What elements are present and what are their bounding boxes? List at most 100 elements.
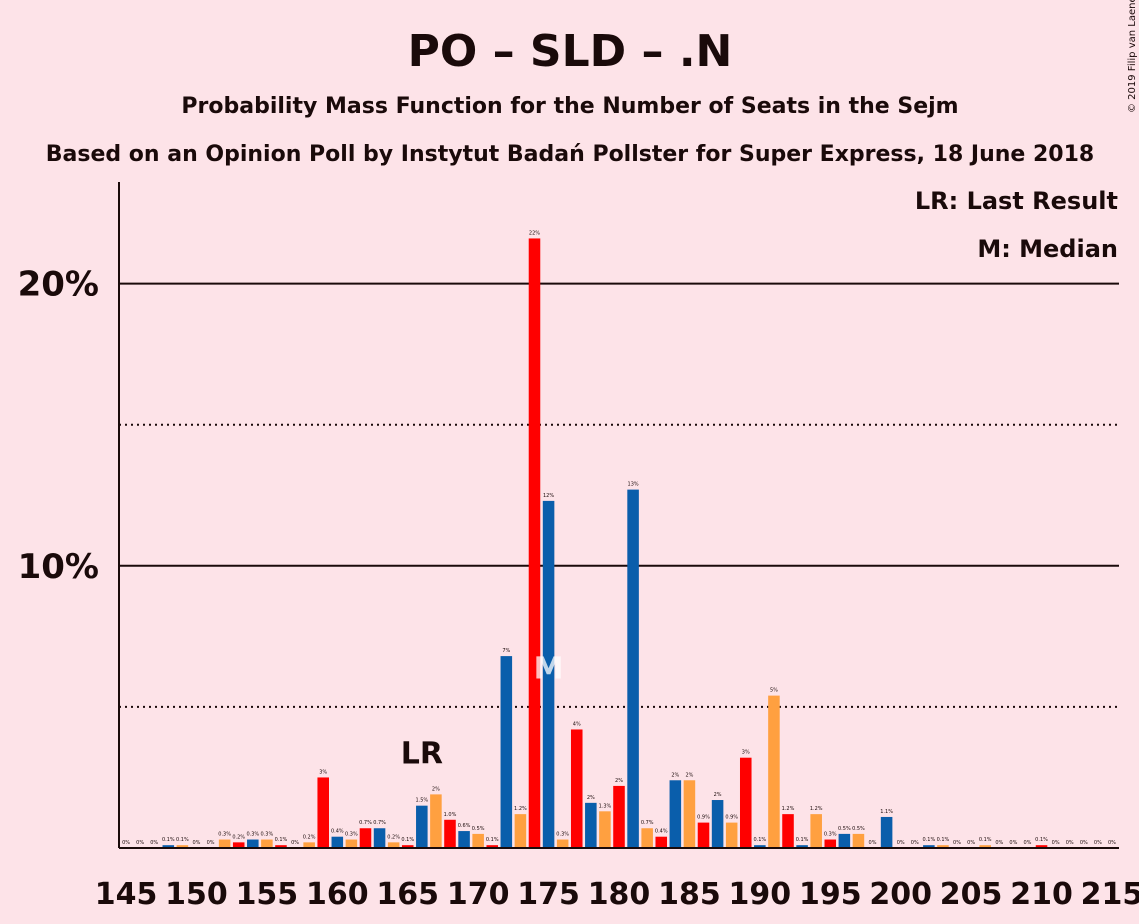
bar xyxy=(430,794,442,848)
data-label: 0% xyxy=(1052,840,1060,846)
data-label: 3% xyxy=(742,750,750,756)
legend-median: M: Median xyxy=(977,235,1118,263)
bar xyxy=(514,814,527,848)
x-tick-label: 210 xyxy=(1010,877,1073,912)
bar xyxy=(416,805,428,848)
data-label: 0% xyxy=(967,840,975,846)
bar xyxy=(472,833,484,848)
data-label: 0.4% xyxy=(331,829,344,835)
bar xyxy=(247,839,259,848)
data-label: 1.2% xyxy=(514,806,527,812)
data-label: 7% xyxy=(502,648,510,654)
data-label: 5% xyxy=(770,688,778,694)
x-tick-label: 195 xyxy=(799,877,862,912)
bar xyxy=(176,845,189,848)
bar xyxy=(824,839,837,848)
data-label: 3% xyxy=(319,769,327,775)
legend-last-result: LR: Last Result xyxy=(915,187,1118,215)
bar xyxy=(923,845,935,848)
data-label: 0.5% xyxy=(852,826,865,832)
bar xyxy=(852,833,865,848)
bar xyxy=(500,656,513,848)
data-label: 0.1% xyxy=(937,837,950,843)
bar xyxy=(570,729,583,848)
bar xyxy=(585,802,597,848)
x-tick-label: 150 xyxy=(165,877,228,912)
data-label: 0% xyxy=(1066,840,1074,846)
bars xyxy=(162,238,1048,848)
bar xyxy=(613,785,625,848)
x-tick-label: 160 xyxy=(306,877,369,912)
gridlines xyxy=(119,282,1119,708)
data-label: 0.1% xyxy=(753,837,766,843)
data-label: 0.5% xyxy=(838,826,851,832)
bar xyxy=(218,839,231,848)
bar xyxy=(937,845,949,848)
data-label: 2% xyxy=(615,778,623,784)
chart-title: PO – SLD – .N xyxy=(408,26,733,77)
data-label: 2% xyxy=(714,792,722,798)
data-label: 0.3% xyxy=(556,832,569,838)
data-label: 1.0% xyxy=(444,812,457,818)
data-label: 0.3% xyxy=(261,832,274,838)
bar xyxy=(810,814,822,848)
data-label: 0% xyxy=(869,840,877,846)
data-label: 1.2% xyxy=(810,806,823,812)
bar xyxy=(697,822,710,848)
data-label: 0% xyxy=(150,840,158,846)
data-label: 0.3% xyxy=(345,832,358,838)
x-tick-label: 145 xyxy=(95,877,158,912)
data-label: 0% xyxy=(136,840,144,846)
data-label: 0% xyxy=(1023,840,1031,846)
x-tick-label: 185 xyxy=(658,877,721,912)
data-label: 0% xyxy=(192,840,200,846)
data-labels: 0% 0% 0% 0.1% 0.1% 0% 0%0.3% 0.2% 0.3% 0.3%0.1% 0%… xyxy=(122,230,1116,846)
bar xyxy=(979,845,991,848)
data-label: 0.4% xyxy=(655,829,668,835)
data-label: 0.7% xyxy=(641,820,654,826)
bar xyxy=(782,814,794,848)
data-label: 0.1% xyxy=(923,837,936,843)
x-tick-label: 165 xyxy=(376,877,439,912)
bar xyxy=(261,839,273,848)
data-label: 0.2% xyxy=(303,834,316,840)
bar xyxy=(627,489,639,848)
bar xyxy=(373,828,386,848)
x-tick-label: 205 xyxy=(940,877,1003,912)
median-marker: M xyxy=(534,652,564,687)
bar xyxy=(556,839,569,848)
bar xyxy=(655,836,668,848)
data-label: 1.1% xyxy=(880,809,893,815)
bar-median xyxy=(542,500,555,848)
bar xyxy=(768,695,780,848)
data-label: 0.7% xyxy=(373,820,386,826)
bar xyxy=(599,811,611,848)
data-label: 0% xyxy=(995,840,1003,846)
bar xyxy=(880,816,893,848)
bar xyxy=(528,238,541,848)
y-tick-label: 20% xyxy=(18,265,99,305)
data-label: 2% xyxy=(432,786,440,792)
bar xyxy=(387,842,400,848)
bar xyxy=(683,780,696,848)
bar xyxy=(317,777,329,848)
x-tick-label: 200 xyxy=(869,877,932,912)
data-label: 2% xyxy=(685,772,693,778)
x-tick-label: 155 xyxy=(236,877,299,912)
legend-box xyxy=(930,180,1122,270)
last-result-marker: LR xyxy=(401,737,443,772)
x-tick-label: 170 xyxy=(447,877,510,912)
data-label: 0% xyxy=(1080,840,1088,846)
bar xyxy=(796,845,808,848)
data-label: 22% xyxy=(529,230,540,236)
x-tick-label: 215 xyxy=(1081,877,1139,912)
bar xyxy=(303,842,315,848)
bar xyxy=(162,845,175,848)
data-label: 0.7% xyxy=(359,820,372,826)
data-label: 4% xyxy=(573,721,581,727)
data-label: 0% xyxy=(897,840,905,846)
bar xyxy=(275,845,287,848)
data-label: 0.2% xyxy=(232,834,245,840)
data-label: 0% xyxy=(911,840,919,846)
